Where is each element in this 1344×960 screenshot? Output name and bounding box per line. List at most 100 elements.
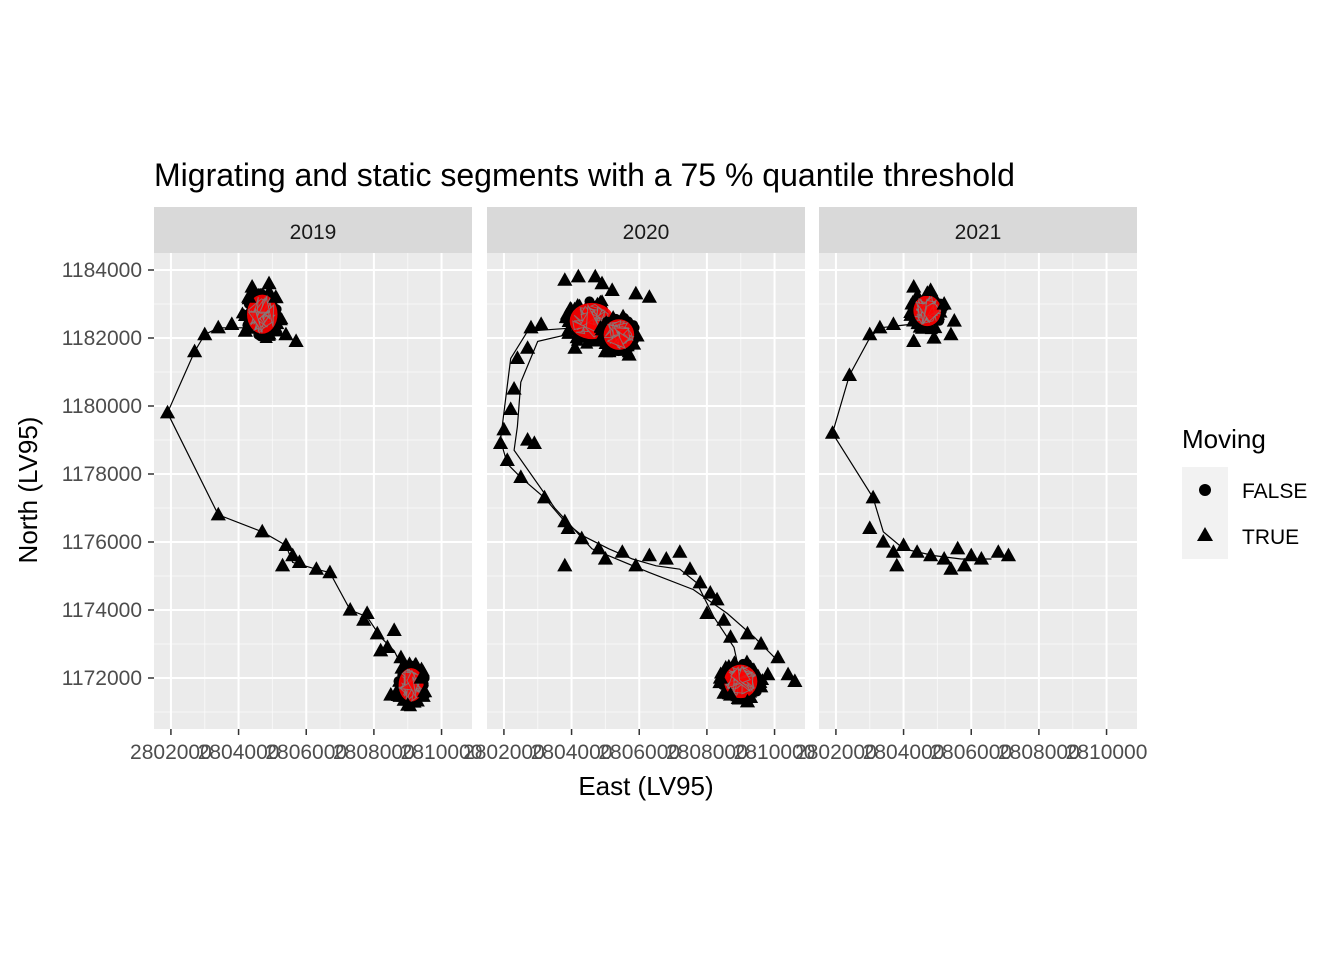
moving-point: [923, 547, 939, 562]
moving-point: [210, 319, 226, 334]
legend-label-false: FALSE: [1242, 480, 1307, 503]
moving-point: [739, 693, 756, 708]
moving-point: [560, 520, 576, 534]
moving-point: [936, 551, 952, 565]
moving-track-1: [513, 330, 776, 659]
moving-point: [322, 564, 338, 579]
panel-data: [824, 279, 1017, 575]
x-tick-label: 2808000: [333, 741, 415, 764]
x-tick-label: 2806000: [598, 741, 680, 764]
moving-point: [956, 557, 973, 572]
moving-point: [702, 585, 718, 599]
legend: Moving FALSE TRUE: [1182, 424, 1307, 559]
moving-point: [926, 330, 942, 344]
moving-point: [506, 381, 522, 395]
moving-point: [658, 551, 674, 565]
moving-point: [865, 489, 881, 504]
moving-point: [641, 547, 657, 562]
moving-point: [1000, 547, 1017, 562]
legend-title: Moving: [1182, 424, 1266, 454]
moving-point: [604, 282, 620, 296]
x-tick-label: 2804000: [863, 741, 945, 764]
moving-point: [413, 670, 429, 684]
moving-point: [393, 649, 409, 664]
moving-point: [906, 333, 922, 347]
strip-label: 2019: [290, 221, 337, 244]
moving-point: [780, 666, 796, 681]
static-segment-outline: [915, 301, 942, 323]
moving-point: [906, 279, 922, 293]
moving-point: [499, 452, 515, 466]
panel-background: [487, 253, 805, 729]
moving-point: [753, 636, 769, 650]
moving-point: [513, 469, 529, 483]
x-tick-label: 2810000: [1066, 741, 1148, 764]
moving-point: [885, 544, 902, 558]
moving-point: [824, 425, 841, 439]
moving-point: [739, 625, 756, 640]
moving-point: [492, 435, 509, 449]
static-cluster: [903, 285, 949, 335]
y-tick-label: 1176000: [62, 531, 142, 554]
moving-point: [308, 561, 324, 575]
moving-point: [760, 666, 776, 681]
moving-point: [210, 506, 226, 521]
moving-point: [641, 289, 657, 303]
moving-point: [909, 544, 925, 558]
moving-point: [268, 289, 284, 303]
moving-point: [872, 319, 888, 334]
strip-label: 2020: [623, 221, 670, 244]
moving-point: [946, 313, 962, 327]
moving-point: [912, 320, 926, 333]
moving-point: [594, 275, 610, 290]
moving-point: [973, 551, 989, 565]
moving-point: [342, 602, 358, 616]
moving-point: [417, 683, 433, 698]
strip-label: 2021: [955, 221, 1002, 244]
moving-point: [561, 323, 575, 336]
y-tick-label: 1174000: [62, 599, 142, 622]
moving-point: [614, 544, 630, 558]
moving-point: [716, 612, 732, 626]
moving-point: [523, 319, 539, 334]
strip-background: [487, 207, 805, 253]
legend-label-true: TRUE: [1242, 526, 1299, 549]
moving-point: [291, 554, 308, 568]
moving-point: [274, 557, 291, 572]
moving-point: [841, 367, 858, 381]
moving-point: [628, 557, 644, 572]
moving-point: [787, 673, 803, 687]
moving-point: [692, 574, 708, 589]
moving-point: [496, 421, 512, 436]
moving-point: [557, 272, 573, 286]
moving-point: [503, 401, 519, 415]
x-tick-label: 2808000: [998, 741, 1080, 764]
moving-point: [597, 343, 614, 358]
x-tick-label: 2802000: [130, 741, 212, 764]
panel-background: [154, 253, 472, 729]
panel-data: [492, 268, 803, 708]
x-tick-label: 2806000: [930, 741, 1012, 764]
moving-point: [587, 268, 603, 283]
x-tick-label: 2802000: [463, 741, 545, 764]
static-segment-outline: [572, 303, 605, 337]
moving-point: [875, 534, 891, 548]
x-tick-label: 2810000: [734, 741, 816, 764]
moving-point: [722, 629, 739, 643]
x-tick-label: 2804000: [198, 741, 280, 764]
y-tick-label: 1180000: [62, 395, 142, 418]
moving-point: [862, 520, 878, 534]
moving-point: [224, 316, 240, 330]
moving-point: [241, 289, 257, 303]
moving-point: [712, 670, 729, 684]
moving-point: [278, 326, 294, 341]
moving-point: [936, 296, 952, 310]
moving-point: [950, 540, 966, 555]
moving-point: [369, 625, 385, 640]
x-tick-label: 2808000: [666, 741, 748, 764]
moving-point: [356, 612, 372, 626]
moving-point: [628, 285, 644, 300]
moving-point: [574, 530, 590, 545]
